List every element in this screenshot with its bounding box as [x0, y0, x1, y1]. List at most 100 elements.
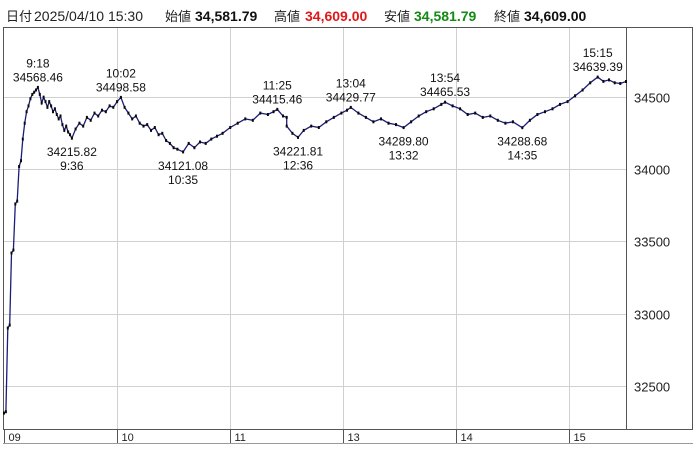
- data-point: [459, 107, 462, 111]
- annotation: 34215.829:36: [47, 145, 97, 173]
- annotation-value: 34465.53: [420, 85, 470, 99]
- data-point: [285, 115, 288, 119]
- data-point: [161, 131, 164, 135]
- data-point: [602, 79, 605, 83]
- x-tick-label: 10: [122, 432, 134, 444]
- high-value: 34,609.00: [305, 8, 367, 24]
- data-point: [364, 115, 367, 119]
- data-point: [123, 105, 126, 109]
- data-point: [432, 107, 435, 111]
- y-tick-label: 33000: [634, 308, 670, 323]
- data-point: [317, 126, 320, 129]
- annotation-value: 34215.82: [47, 145, 97, 159]
- data-point: [282, 114, 284, 118]
- data-point: [402, 126, 405, 130]
- data-point: [395, 123, 397, 127]
- data-point: [417, 114, 420, 118]
- grid: [4, 28, 626, 429]
- y-tick-label: 33500: [634, 235, 670, 250]
- data-point: [36, 85, 39, 89]
- annotation-time: 15:15: [583, 46, 613, 60]
- annotation-time: 14:35: [507, 149, 537, 163]
- data-point: [229, 126, 232, 129]
- data-point: [119, 95, 122, 99]
- data-point: [14, 202, 17, 206]
- data-point: [511, 120, 514, 124]
- data-point: [444, 100, 447, 104]
- x-axis-ticks: 09 10 11 13 14 15: [4, 429, 586, 444]
- data-point: [61, 123, 64, 127]
- high-label: 高値: [274, 9, 300, 24]
- data-point: [138, 121, 141, 125]
- data-point: [150, 128, 152, 132]
- data-point: [589, 81, 592, 85]
- annotation-value: 34121.08: [158, 159, 208, 173]
- annotation-time: 13:04: [336, 76, 366, 90]
- data-point: [82, 124, 85, 128]
- data-point: [46, 105, 49, 109]
- data-point: [325, 120, 328, 124]
- data-point: [302, 128, 305, 132]
- data-point: [528, 118, 531, 122]
- annotation-time: 10:02: [106, 66, 136, 80]
- data-point: [29, 97, 32, 101]
- data-point: [12, 248, 15, 252]
- data-point: [521, 126, 524, 130]
- data-point: [216, 134, 218, 138]
- data-point: [146, 123, 149, 127]
- data-point: [18, 165, 21, 168]
- data-point: [259, 111, 262, 115]
- price-series: [3, 75, 627, 415]
- data-point: [57, 117, 60, 121]
- data-point: [504, 121, 507, 125]
- annotation-time: 10:35: [168, 173, 198, 187]
- x-tick-label: 14: [461, 432, 473, 444]
- x-tick-label: 11: [235, 432, 246, 444]
- data-point: [8, 323, 11, 327]
- data-point: [340, 111, 343, 115]
- data-point: [210, 137, 213, 141]
- data-point: [55, 113, 58, 116]
- data-point: [108, 104, 111, 108]
- data-point: [142, 124, 145, 128]
- annotation-value: 34289.80: [379, 135, 429, 149]
- y-axis-ticks: 32500 33000 33500 34000 34500: [634, 91, 670, 395]
- data-point: [59, 114, 62, 118]
- data-point: [112, 105, 115, 109]
- y-tick-label: 34000: [634, 163, 670, 178]
- annotation-time: 12:36: [283, 158, 313, 172]
- open-label: 始値: [165, 9, 191, 24]
- data-point: [67, 130, 70, 134]
- data-point: [236, 121, 239, 125]
- data-point: [65, 124, 68, 128]
- x-tick-label: 09: [9, 432, 21, 444]
- data-point: [6, 326, 9, 330]
- data-point: [85, 115, 88, 119]
- data-point: [53, 107, 56, 111]
- data-point: [16, 199, 19, 203]
- data-point: [425, 110, 428, 114]
- data-point: [134, 114, 137, 118]
- data-point: [221, 131, 224, 135]
- data-point: [70, 136, 73, 140]
- data-point: [93, 111, 96, 115]
- series-line: [3, 76, 627, 414]
- annotation-time: 11:25: [263, 78, 292, 92]
- ohlc-header: 日付 2025/04/10 15:30 始値 34,581.79 高値 34,6…: [6, 8, 586, 24]
- data-point: [291, 131, 294, 135]
- data-point: [44, 100, 47, 104]
- data-point: [199, 140, 201, 144]
- data-point: [20, 159, 22, 163]
- data-point: [21, 137, 24, 141]
- data-point: [266, 113, 269, 116]
- data-point: [63, 128, 66, 132]
- data-point: [251, 118, 254, 122]
- close-value: 34,609.00: [524, 8, 586, 24]
- annotation-value: 34221.81: [273, 144, 323, 158]
- data-point: [153, 126, 156, 129]
